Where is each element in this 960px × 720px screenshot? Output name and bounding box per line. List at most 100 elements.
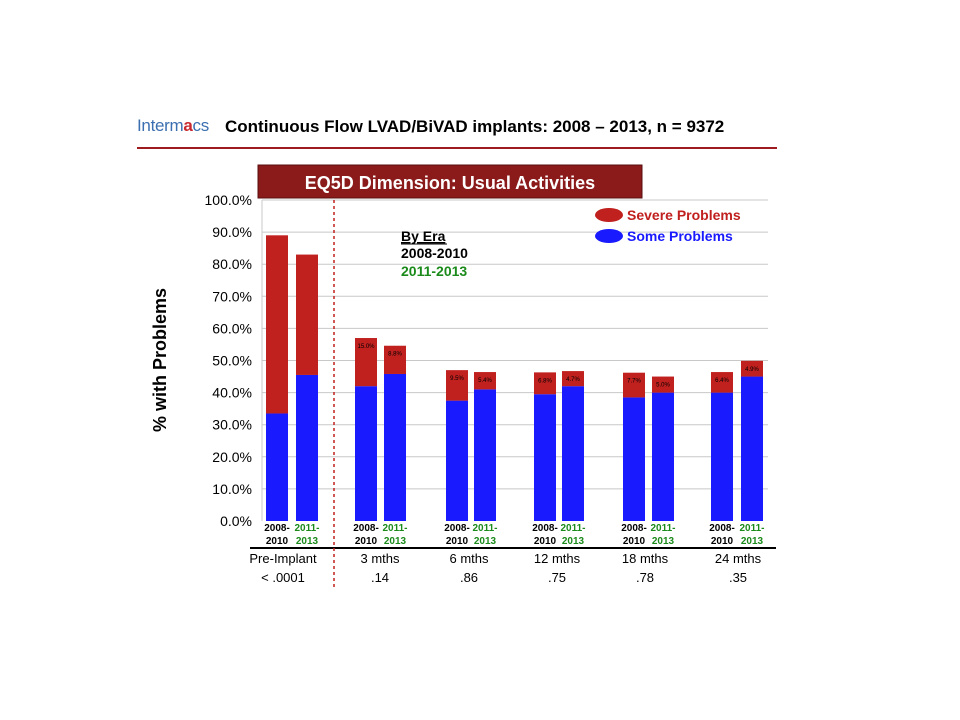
legend-label: Severe Problems xyxy=(627,207,741,223)
x-era-label: 2011- xyxy=(382,523,407,534)
gridlines xyxy=(261,199,768,521)
x-era-label: 2010 xyxy=(623,536,646,547)
x-group-label: 12 mths xyxy=(534,551,581,566)
bar-data-label: 5.4% xyxy=(478,378,492,384)
bar-data-label: 7.7% xyxy=(627,379,641,385)
bar-some-problems xyxy=(623,397,645,521)
chart-title-banner xyxy=(257,164,643,199)
bar-severe-problems xyxy=(741,360,763,377)
x-era-label: 2010 xyxy=(534,536,557,547)
bar-some-problems xyxy=(266,413,288,521)
y-axis-label: % with Problems xyxy=(150,288,170,432)
y-tick-label: 50.0% xyxy=(212,353,252,369)
x-era-label: 2011- xyxy=(650,523,675,534)
x-group-label: 24 mths xyxy=(715,551,762,566)
legend-swatch xyxy=(595,208,623,222)
x-group-label: 6 mths xyxy=(449,551,489,566)
bar-severe-problems xyxy=(296,254,318,375)
bar-data-label: 6.8% xyxy=(538,378,552,384)
bar-severe-problems xyxy=(652,376,674,393)
bar-data-label: 4.9% xyxy=(745,367,759,373)
bar-data-label: 5.0% xyxy=(656,383,670,389)
era-note-heading: By Era xyxy=(401,228,446,244)
bar-severe-problems xyxy=(711,372,733,393)
p-value-label: .86 xyxy=(460,570,478,585)
bar-severe-problems xyxy=(355,338,377,387)
bar-data-label: 4.7% xyxy=(566,377,580,383)
bar-some-problems xyxy=(652,392,674,521)
bar-some-problems xyxy=(741,376,763,521)
p-value-label: .78 xyxy=(636,570,654,585)
y-tick-label: 30.0% xyxy=(212,417,252,433)
bars: 15.0% 8.8% 9.5% 5.4% 6.8% 4.7% 7.7% 5.0% 6.4% 4.9… xyxy=(266,235,763,521)
bar-some-problems xyxy=(384,373,406,521)
x-era-label: 2011- xyxy=(472,523,497,534)
bar-data-label: 15.0% xyxy=(357,344,375,350)
x-era-label: 2011- xyxy=(739,523,764,534)
bar-data-label: 9.5% xyxy=(450,376,464,382)
bar-some-problems xyxy=(562,386,584,521)
y-tick-label: 0.0% xyxy=(220,513,252,529)
y-tick-label: 80.0% xyxy=(212,256,252,272)
slide-title: Continuous Flow LVAD/BiVAD implants: 200… xyxy=(225,117,725,136)
intermacs-logo: Intermacs xyxy=(137,116,209,135)
x-era-label: 2008- xyxy=(709,523,735,534)
y-tick-label: 70.0% xyxy=(212,288,252,304)
era-note-era1: 2008-2010 xyxy=(401,245,468,261)
x-era-label: 2013 xyxy=(652,536,675,547)
logo-accent-letter: a xyxy=(183,116,193,135)
p-value-label: < .0001 xyxy=(261,570,305,585)
x-era-label: 2010 xyxy=(711,536,734,547)
x-group-label: 3 mths xyxy=(360,551,400,566)
x-era-label: 2008- xyxy=(353,523,379,534)
x-era-label: 2011- xyxy=(294,523,319,534)
p-value-label: .35 xyxy=(729,570,747,585)
x-era-label: 2008- xyxy=(264,523,290,534)
bar-severe-problems xyxy=(474,372,496,390)
bar-data-label: 8.8% xyxy=(388,352,402,358)
x-era-label: 2013 xyxy=(474,536,497,547)
y-tick-label: 90.0% xyxy=(212,224,252,240)
y-tick-label: 20.0% xyxy=(212,449,252,465)
x-era-label: 2013 xyxy=(562,536,585,547)
bar-some-problems xyxy=(296,374,318,521)
bar-some-problems xyxy=(534,394,556,521)
bar-severe-problems xyxy=(446,370,468,401)
x-group-label: Pre-Implant xyxy=(249,551,317,566)
x-era-label: 2013 xyxy=(384,536,407,547)
bar-data-label: 6.4% xyxy=(715,378,729,384)
y-tick-label: 60.0% xyxy=(212,320,252,336)
x-era-label: 2010 xyxy=(266,536,289,547)
era-note-era2: 2011-2013 xyxy=(401,263,467,279)
x-era-label: 2008- xyxy=(621,523,647,534)
p-value-label: .75 xyxy=(548,570,566,585)
bar-severe-problems xyxy=(384,345,406,374)
bar-severe-problems xyxy=(562,371,584,387)
y-tick-label: 10.0% xyxy=(212,481,252,497)
x-era-label: 2013 xyxy=(741,536,764,547)
slide-header: Intermacs Continuous Flow LVAD/BiVAD imp… xyxy=(137,114,777,150)
p-value-label: .14 xyxy=(371,570,389,585)
header-divider xyxy=(137,147,777,149)
y-tick-label: 40.0% xyxy=(212,385,252,401)
bar-some-problems xyxy=(474,389,496,521)
bar-severe-problems xyxy=(623,372,645,398)
bar-some-problems xyxy=(446,400,468,521)
x-era-label: 2011- xyxy=(560,523,585,534)
x-era-label: 2008- xyxy=(444,523,470,534)
legend-label: Some Problems xyxy=(627,228,733,244)
bar-some-problems xyxy=(355,386,377,521)
legend-swatch xyxy=(595,229,623,243)
bar-severe-problems xyxy=(266,235,288,414)
x-group-label: 18 mths xyxy=(622,551,669,566)
bar-severe-problems xyxy=(534,372,556,395)
bar-some-problems xyxy=(711,392,733,521)
y-tick-label: 100.0% xyxy=(205,192,252,208)
x-era-label: 2008- xyxy=(532,523,558,534)
x-era-label: 2013 xyxy=(296,536,319,547)
x-era-label: 2010 xyxy=(446,536,469,547)
chart-title: EQ5D Dimension: Usual Activities xyxy=(305,173,595,193)
